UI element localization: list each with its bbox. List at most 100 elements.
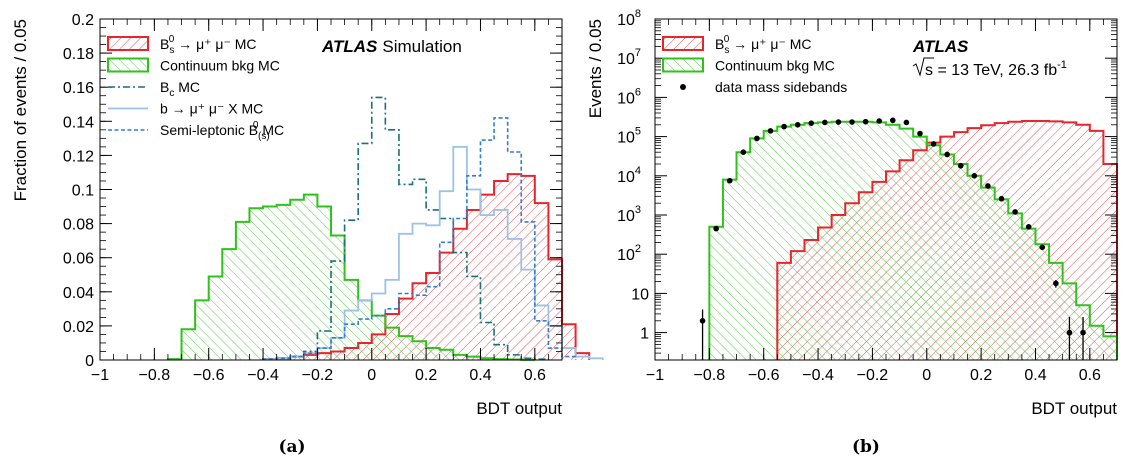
legend-item: Bs0 → μ⁺ μ⁻ MC [662, 34, 812, 56]
chart-panel-b: −1 −0.8 −0.6 −0.4 −0.2 0 0.2 0.4 0.6 1 10 102 103 104… [586, 8, 1118, 457]
atlas-brand-a: ATLAS [321, 37, 378, 56]
data-point [1012, 209, 1018, 215]
axes-a: −1 −0.8 −0.6 −0.4 −0.2 0 0.2 0.4 0.6 0 0.02 0.04 0.0… [63, 12, 563, 384]
legend-label: b → μ⁺ μ⁻ X MC [160, 101, 263, 117]
data-point [876, 118, 883, 124]
data-point [1025, 224, 1032, 230]
hist-fill-1 [709, 121, 1117, 360]
chart-panel-a: −1 −0.8 −0.6 −0.4 −0.2 0 0.2 0.4 0.6 0 0.02 0.04 0.0… [11, 12, 604, 457]
y-tick-label: 0.18 [63, 46, 94, 63]
y-tick-label: 104 [617, 165, 641, 186]
y-tick-label: 0.06 [63, 251, 94, 268]
data-point [903, 119, 910, 126]
panel-label-a: (a) [278, 437, 305, 457]
y-tick-label: 103 [617, 204, 641, 225]
legend-label: Continuum bkg MC [160, 58, 280, 74]
legend-label: Bc MC [160, 79, 200, 99]
legend-swatch [662, 36, 704, 51]
y-tick-label: 108 [617, 8, 641, 29]
x-tick-label: −0.6 [193, 367, 225, 384]
data-point [822, 119, 828, 126]
x-tick-label: −0.2 [857, 367, 889, 384]
legend-b: Bs0 → μ⁺ μ⁻ MC Continuum bkg MC data mass … [662, 34, 847, 95]
y-tick-label: 0.04 [63, 285, 94, 302]
hist-lines-b [708, 120, 1118, 360]
data-point [998, 195, 1005, 202]
x-tick-label: −0.4 [802, 367, 834, 384]
sqrt-sign [912, 57, 934, 77]
x-tick-label: 0.2 [970, 367, 992, 384]
x-tick-label: 0.4 [1024, 367, 1046, 384]
hist-fills-a [167, 174, 590, 360]
y-tick-label: 107 [617, 47, 641, 68]
data-point [726, 177, 733, 184]
hist-line-1 [166, 193, 536, 361]
x-tick-label: 0 [922, 367, 931, 384]
legend-item: data mass sidebands [680, 79, 847, 95]
x-tick-label: 0.6 [524, 367, 546, 384]
data-point [740, 149, 747, 155]
x-tick-label: 0.4 [469, 367, 491, 384]
data-point [699, 317, 706, 324]
data-point [971, 173, 978, 179]
x-tick-label: −0.4 [247, 367, 279, 384]
x-tick-label: −1 [646, 367, 664, 384]
hist-line-4 [262, 117, 577, 360]
data-point [1053, 280, 1059, 287]
data-point [713, 225, 719, 232]
legend-item: Semi-leptonic B(s)0 MC [108, 120, 284, 142]
legend-item: Bs0 → μ⁺ μ⁻ MC [107, 34, 257, 56]
data-point [794, 121, 801, 128]
axes-b: −1 −0.8 −0.6 −0.4 −0.2 0 0.2 0.4 0.6 1 10 102 103 104… [617, 8, 1118, 384]
data-point [889, 117, 896, 124]
legend-a: Bs0 → μ⁺ μ⁻ MC Continuum bkg MC Bc MC b → μ… [107, 34, 284, 142]
x-tick-label: 0.2 [415, 367, 437, 384]
legend-item: Continuum bkg MC [107, 57, 280, 74]
legend-label: data mass sidebands [715, 79, 847, 95]
y-tick-label: 0.12 [63, 148, 94, 165]
legend-label: Continuum bkg MC [715, 58, 835, 74]
hist-fill-1 [167, 194, 535, 360]
data-point [849, 119, 855, 125]
y-tick-label: 1 [640, 326, 649, 343]
x-tick-label: −1 [91, 367, 109, 384]
x-tick-label: −0.6 [748, 367, 780, 384]
y-tick-label: 0.16 [63, 80, 94, 97]
energy-text-b: s = 13 TeV, 26.3 fb [925, 62, 1057, 79]
y-tick-label: 0.08 [63, 217, 94, 234]
atlas-label-b: ATLAS [912, 37, 969, 56]
data-point [1039, 244, 1046, 251]
energy-unit-exp-b: -1 [1057, 59, 1067, 71]
data-point [767, 128, 774, 134]
atlas-sub-a: Simulation [382, 37, 461, 56]
energy-label-b: s = 13 TeV, 26.3 fb-1 [912, 57, 1067, 79]
y-tick-label: 0.02 [63, 319, 94, 336]
y-tick-label: 10 [631, 286, 649, 303]
legend-item: b → μ⁺ μ⁻ X MC [108, 101, 263, 117]
legend-swatch [662, 57, 704, 73]
data-point [754, 135, 760, 142]
legend-item: Bc MC [108, 79, 200, 99]
y-tick-label: 106 [617, 86, 641, 107]
hist-fills-b [709, 121, 1117, 360]
data-point [862, 118, 869, 125]
hist-line-2 [262, 96, 550, 360]
hist-line-0 [776, 120, 1118, 360]
x-tick-label: −0.8 [139, 367, 171, 384]
legend-label: Bs0 → μ⁺ μ⁻ MC [715, 34, 812, 56]
legend-label: Semi-leptonic B(s)0 MC [160, 120, 284, 142]
x-tick-label: −0.2 [302, 367, 334, 384]
y-axis-title-b: Events / 0.05 [586, 19, 605, 118]
hist-line-1 [708, 120, 1118, 360]
svg-text:s = 13 TeV, 26.3 fb-1: s = 13 TeV, 26.3 fb-1 [925, 59, 1067, 79]
data-points-b [699, 117, 1086, 360]
y-tick-label: 102 [617, 243, 641, 264]
data-point [944, 151, 950, 158]
y-tick-label: 0 [85, 353, 94, 370]
data-point [781, 123, 787, 130]
x-tick-label: 0.6 [1079, 367, 1101, 384]
data-point [808, 120, 815, 126]
x-tick-label: 0 [367, 367, 376, 384]
legend-marker [680, 84, 686, 90]
